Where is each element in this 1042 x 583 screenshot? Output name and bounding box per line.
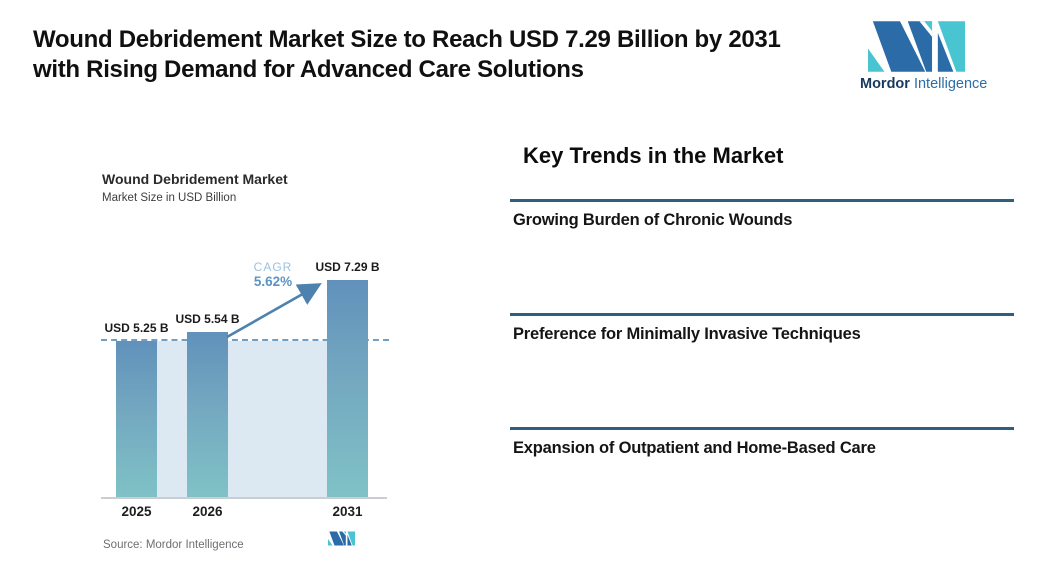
trend-divider xyxy=(510,199,1014,202)
x-tick-2025: 2025 xyxy=(121,504,152,519)
trend-item-3: Expansion of Outpatient and Home-Based C… xyxy=(510,427,1014,541)
trend-divider xyxy=(510,313,1014,316)
page-title-line1: Wound Debridement Market Size to Reach U… xyxy=(33,26,781,53)
trend-label: Expansion of Outpatient and Home-Based C… xyxy=(513,439,876,457)
shaded-baseline-area xyxy=(116,341,368,498)
bar-2025 xyxy=(116,341,157,498)
x-tick-2026: 2026 xyxy=(192,504,223,519)
baseline-dashed-line xyxy=(101,339,389,342)
trend-item-1: Growing Burden of Chronic Wounds xyxy=(510,199,1014,313)
cagr-annotation: CAGR 5.62% xyxy=(231,260,315,289)
x-tick-2031: 2031 xyxy=(332,504,363,519)
chart-subtitle: Market Size in USD Billion xyxy=(102,192,237,204)
bar-value-label-2031: USD 7.29 B xyxy=(315,260,380,275)
trend-label: Preference for Minimally Invasive Techni… xyxy=(513,325,861,343)
brand-word-bold: Mordor xyxy=(860,76,910,92)
brand-wordmark: Mordor Intelligence xyxy=(860,76,990,92)
chart-source-row: Source: Mordor Intelligence xyxy=(103,535,395,555)
trend-label: Growing Burden of Chronic Wounds xyxy=(513,211,793,229)
cagr-label: CAGR xyxy=(253,260,293,274)
bar-value-label-2025: USD 5.25 B xyxy=(104,321,169,336)
bar-2026 xyxy=(187,332,228,498)
page-title: Wound Debridement Market Size to Reach U… xyxy=(33,25,781,85)
brand-word-regular: Intelligence xyxy=(913,76,988,92)
bar-2031 xyxy=(327,280,368,498)
chart-title: Wound Debridement Market xyxy=(102,171,288,187)
x-axis-line xyxy=(101,497,387,499)
trend-item-2: Preference for Minimally Invasive Techni… xyxy=(510,313,1014,427)
cagr-arrow-icon xyxy=(226,283,322,339)
trend-divider xyxy=(510,427,1014,430)
chart-plot-area: USD 5.25 B 2025 USD 5.54 B 2026 USD 7.29 B 20… xyxy=(101,253,393,533)
source-text: Source: Mordor Intelligence xyxy=(103,539,244,551)
trend-list: Growing Burden of Chronic Wounds Preferen… xyxy=(510,199,1014,541)
mordor-intelligence-logo-icon xyxy=(868,21,965,72)
bar-value-label-2026: USD 5.54 B xyxy=(175,312,240,327)
mordor-intelligence-mini-logo-icon xyxy=(328,531,355,546)
cagr-value: 5.62% xyxy=(253,274,293,289)
page-title-line2: with Rising Demand for Advanced Care Sol… xyxy=(33,56,584,83)
key-trends-heading: Key Trends in the Market xyxy=(523,143,784,168)
